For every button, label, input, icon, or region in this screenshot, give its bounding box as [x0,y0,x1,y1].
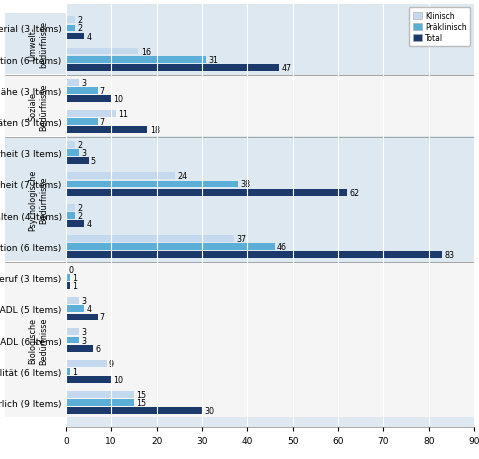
Text: 3: 3 [82,78,87,88]
Bar [66,274,70,281]
Text: 9: 9 [109,359,114,368]
Bar [66,173,175,180]
Bar [66,235,234,242]
Bar [66,368,70,375]
Bar [66,360,107,367]
Text: 46: 46 [277,242,287,252]
Text: Biologische
Bedürfnisse: Biologische Bedürfnisse [29,317,48,364]
Bar [66,189,347,196]
Text: 5: 5 [91,157,96,166]
Text: 3: 3 [82,328,87,337]
Text: 38: 38 [240,180,251,189]
Text: 31: 31 [209,56,219,65]
Bar [66,283,70,290]
Text: 62: 62 [349,188,360,197]
Bar [66,204,75,211]
Text: 4: 4 [86,33,91,41]
Bar [66,119,98,126]
Text: 18: 18 [150,126,160,135]
Text: 7: 7 [100,313,105,322]
Bar [66,297,80,304]
Bar [66,34,84,40]
Bar [66,127,148,134]
Text: 7: 7 [100,87,105,95]
Bar [5,139,66,262]
Bar [66,142,75,149]
Bar [5,14,66,75]
Text: 37: 37 [236,234,246,243]
Bar [66,17,75,24]
Bar [5,77,66,137]
Bar [66,243,274,250]
Text: 4: 4 [86,305,91,313]
Text: 1: 1 [73,274,78,282]
Bar [5,263,66,417]
Bar [66,88,98,95]
Legend: Klinisch, Präklinisch, Total: Klinisch, Präklinisch, Total [409,8,470,47]
Text: 11: 11 [118,110,128,119]
Bar [66,407,202,414]
Text: 2: 2 [77,141,82,150]
Bar [66,96,111,103]
Bar [66,158,89,165]
Text: 30: 30 [204,406,214,415]
Text: 3: 3 [82,149,87,158]
Text: 7: 7 [100,118,105,127]
Text: 1: 1 [73,282,78,291]
Bar [66,399,134,406]
Bar [66,56,206,63]
Text: 1: 1 [73,367,78,376]
Bar [66,345,93,352]
Text: 2: 2 [77,16,82,25]
Bar [66,376,111,383]
Bar [66,329,80,336]
Text: 0: 0 [68,265,73,274]
Bar [66,252,443,258]
Text: 6: 6 [95,344,100,353]
Text: 47: 47 [281,64,292,73]
Text: 4: 4 [86,219,91,228]
Text: 2: 2 [77,203,82,212]
Bar [66,111,116,118]
Text: Umwelt-
bedürfnisse: Umwelt- bedürfnisse [29,21,48,68]
Bar [66,391,134,398]
Bar [66,314,98,321]
Bar [66,25,75,32]
Bar [66,77,474,137]
Bar [66,220,84,227]
Text: 16: 16 [141,47,151,56]
Bar [66,263,474,417]
Text: 3: 3 [82,297,87,306]
Bar [66,49,138,56]
Text: 15: 15 [136,390,146,399]
Text: Psychologische
Bedürfnisse: Psychologische Bedürfnisse [29,170,48,231]
Text: 83: 83 [445,251,455,259]
Bar [66,337,80,344]
Bar [66,306,84,313]
Text: 2: 2 [77,24,82,34]
Text: 10: 10 [114,95,124,104]
Bar [66,150,80,157]
Text: 15: 15 [136,398,146,407]
Bar [66,14,474,75]
Text: 24: 24 [177,172,187,181]
Text: 2: 2 [77,211,82,220]
Bar [66,181,238,188]
Bar [66,80,80,86]
Text: Soziale
Bedürfnisse: Soziale Bedürfnisse [29,83,48,130]
Bar [66,139,474,262]
Bar [66,65,279,72]
Text: 3: 3 [82,336,87,345]
Text: 10: 10 [114,375,124,384]
Bar [66,213,75,219]
